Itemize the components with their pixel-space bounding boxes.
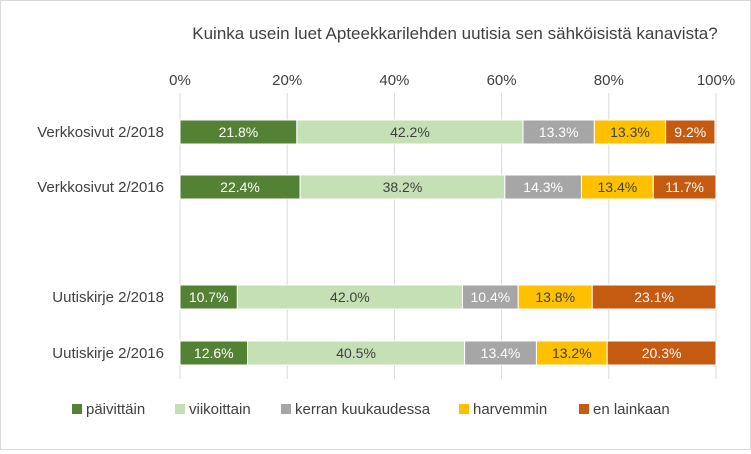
legend-label: harvemmin xyxy=(473,401,547,418)
data-label: 13.4% xyxy=(598,179,638,195)
x-tick-label: 100% xyxy=(697,72,735,89)
data-label: 13.3% xyxy=(610,124,650,140)
bar-segment xyxy=(580,174,654,200)
data-label: 38.2% xyxy=(383,179,423,195)
x-tick-label: 40% xyxy=(379,72,409,89)
bar-segment xyxy=(665,119,716,145)
data-label: 13.8% xyxy=(535,289,575,305)
bar-segment xyxy=(504,174,582,200)
bar-segment xyxy=(517,284,593,310)
category-label: Uutiskirje 2/2018 xyxy=(52,289,164,306)
legend-swatch xyxy=(281,404,291,414)
legend-label: päivittäin xyxy=(86,401,145,418)
bar-segment xyxy=(247,340,466,366)
data-label: 13.4% xyxy=(481,345,521,361)
bar-segment xyxy=(464,340,537,366)
x-axis-tick-labels: 0% 20% 40% 60% 80% 100% xyxy=(169,72,735,89)
data-label: 13.3% xyxy=(539,124,579,140)
bar-segment xyxy=(179,174,301,200)
data-label: 22.4% xyxy=(220,179,260,195)
category-label: Uutiskirje 2/2016 xyxy=(52,345,164,362)
x-tick-label: 60% xyxy=(487,72,517,89)
legend-swatch xyxy=(175,404,185,414)
chart-title: Kuinka usein luet Apteekkarilehden uutis… xyxy=(192,24,717,43)
legend-swatch xyxy=(579,404,589,414)
bar-segment xyxy=(236,284,463,310)
bar-segment xyxy=(606,340,717,366)
bar-segment xyxy=(299,174,506,200)
legend-label: kerran kuukaudessa xyxy=(295,401,431,418)
data-label: 10.4% xyxy=(470,289,510,305)
bar-segment xyxy=(593,119,667,145)
data-label: 42.2% xyxy=(390,124,430,140)
legend-swatch xyxy=(72,404,82,414)
x-tick-label: 20% xyxy=(272,72,302,89)
bar-segment xyxy=(652,174,717,200)
category-label: Verkkosivut 2/2016 xyxy=(37,179,164,196)
data-label: 14.3% xyxy=(523,179,563,195)
data-label: 23.1% xyxy=(634,289,674,305)
bar-segments: 21.8% 42.2% 13.3% 13.3% 9.2% 22.4% 38.2% 14.3% 1… xyxy=(179,119,717,366)
legend: päivittäin viikoittain kerran kuukaudessa h… xyxy=(72,401,670,418)
legend-swatch xyxy=(459,404,469,414)
category-label: Verkkosivut 2/2018 xyxy=(37,124,164,141)
bar-segment xyxy=(179,119,298,145)
data-label: 11.7% xyxy=(665,179,704,195)
legend-label: viikoittain xyxy=(189,401,251,418)
data-label: 13.2% xyxy=(552,345,592,361)
bar-segment xyxy=(179,284,238,310)
bar-segment xyxy=(591,284,717,310)
data-label: 9.2% xyxy=(674,124,706,140)
x-tick-label: 80% xyxy=(594,72,624,89)
data-label: 12.6% xyxy=(194,345,234,361)
bar-segment xyxy=(461,284,519,310)
data-label: 42.0% xyxy=(330,289,370,305)
data-label: 10.7% xyxy=(189,289,229,305)
data-label: 40.5% xyxy=(336,345,376,361)
data-label: 20.3% xyxy=(642,345,682,361)
category-labels: Verkkosivut 2/2018 Verkkosivut 2/2016 Uuti… xyxy=(37,124,164,362)
data-label: 21.8% xyxy=(219,124,259,140)
legend-label: en lainkaan xyxy=(593,401,670,418)
x-tick-label: 0% xyxy=(169,72,191,89)
